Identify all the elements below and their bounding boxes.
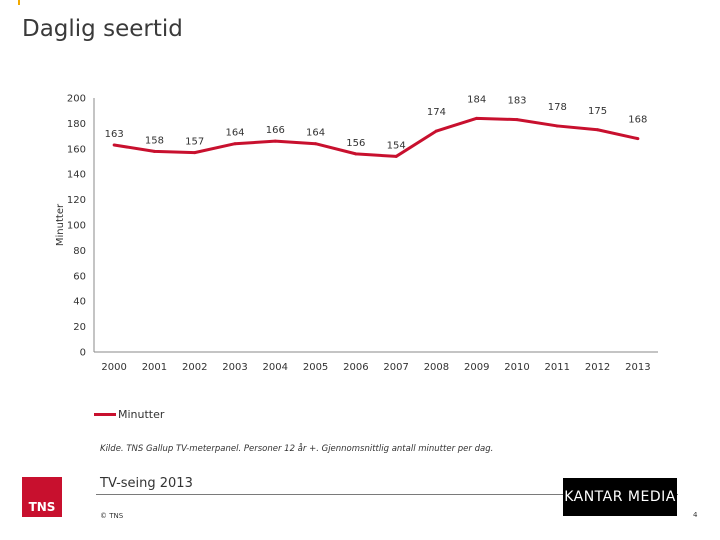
data-point <box>475 116 479 120</box>
y-tick-label: 200 <box>67 94 86 105</box>
tns-logo: TNS <box>22 477 62 517</box>
data-label: 164 <box>306 128 325 139</box>
x-tick-label: 2004 <box>263 362 288 373</box>
data-point <box>273 139 277 143</box>
data-label: 163 <box>105 129 124 140</box>
x-tick-label: 2006 <box>343 362 368 373</box>
footer-divider <box>96 494 678 495</box>
data-point <box>314 142 318 146</box>
data-point <box>555 124 559 128</box>
data-label: 156 <box>346 138 365 149</box>
data-label: 178 <box>548 102 567 113</box>
legend-swatch <box>94 413 116 416</box>
legend-label: Minutter <box>118 408 165 421</box>
x-tick-label: 2005 <box>303 362 328 373</box>
page-title: Daglig seertid <box>22 16 183 42</box>
source-note: Kilde. TNS Gallup TV-meterpanel. Persone… <box>100 444 494 454</box>
data-point <box>193 151 197 155</box>
page-number: 4 <box>693 511 698 519</box>
y-tick-label: 120 <box>67 195 86 206</box>
data-point <box>112 143 116 147</box>
kantar-logo-text: KANTAR MEDIA <box>564 489 676 505</box>
x-tick-label: 2002 <box>182 362 207 373</box>
x-tick-label: 2009 <box>464 362 489 373</box>
data-label: 164 <box>225 128 244 139</box>
y-tick-label: 100 <box>67 221 86 232</box>
x-tick-label: 2000 <box>101 362 126 373</box>
data-label: 158 <box>145 135 164 146</box>
data-label: 168 <box>628 115 647 126</box>
y-tick-label: 180 <box>67 119 86 130</box>
data-label: 184 <box>467 94 486 105</box>
y-tick-label: 160 <box>67 144 86 155</box>
data-point <box>354 152 358 156</box>
y-tick-label: 60 <box>73 271 86 282</box>
data-label: 183 <box>507 96 526 107</box>
data-point <box>596 128 600 132</box>
data-point <box>152 149 156 153</box>
data-label: 174 <box>427 107 446 118</box>
corner-accent <box>18 0 20 5</box>
y-axis-label: Minutter <box>55 203 66 246</box>
y-tick-label: 140 <box>67 170 86 181</box>
line-chart: 0 20 40 60 80 100 120 140 160 180 200 Minutter 2000 2… <box>55 94 658 373</box>
x-tick-label: 2007 <box>383 362 408 373</box>
y-tick-label: 0 <box>80 348 86 359</box>
series-line <box>113 116 639 158</box>
copyright: © TNS <box>100 512 124 520</box>
y-tick-label: 20 <box>73 322 86 333</box>
x-tick-label: 2012 <box>585 362 610 373</box>
y-tick-label: 40 <box>73 297 86 308</box>
x-tick-label: 2010 <box>504 362 529 373</box>
footer-title: TV-seing 2013 <box>100 476 193 491</box>
tns-logo-text: TNS <box>28 500 56 514</box>
data-point <box>636 137 640 141</box>
data-point <box>394 154 398 158</box>
data-point <box>233 142 237 146</box>
data-label: 175 <box>588 106 607 117</box>
chart-legend: Minutter <box>94 408 164 421</box>
data-point <box>515 118 519 122</box>
x-tick-label: 2013 <box>625 362 650 373</box>
x-tick-label: 2001 <box>142 362 167 373</box>
x-tick-label: 2011 <box>545 362 570 373</box>
x-tick-label: 2008 <box>424 362 449 373</box>
data-label: 166 <box>266 125 285 136</box>
y-tick-label: 80 <box>73 246 86 257</box>
data-point <box>434 129 438 133</box>
kantar-media-logo: KANTAR MEDIA <box>563 478 677 516</box>
data-label: 154 <box>387 140 406 151</box>
x-tick-label: 2003 <box>222 362 247 373</box>
data-label: 157 <box>185 137 204 148</box>
